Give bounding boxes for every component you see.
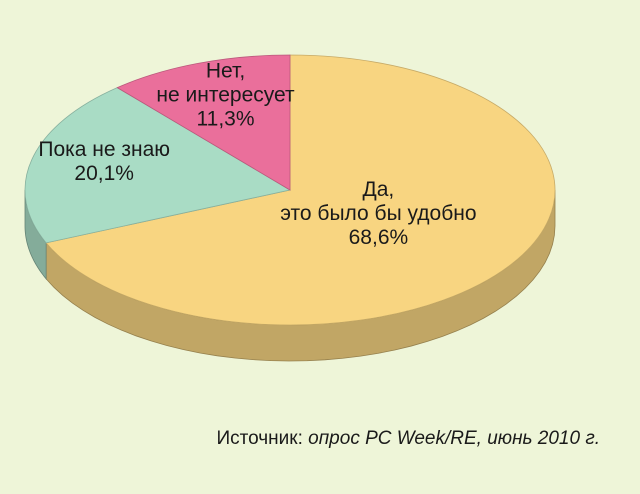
slice — [24, 87, 292, 244]
value-label: 11,3% — [197, 107, 255, 130]
slice-label: Пока не знаю — [38, 138, 170, 161]
label-line: это было бы удобно — [280, 202, 476, 225]
source-text: опрос PC Week/RE, июнь 2010 г. — [308, 428, 600, 449]
value-label: 68,6% — [349, 226, 409, 249]
source-label: Источник: — [216, 428, 302, 449]
label-line: Да, — [363, 178, 395, 201]
slice — [116, 54, 291, 191]
slice-label: Да, это было бы удобно — [280, 178, 476, 225]
slice-label: Нет, не интересует — [156, 59, 295, 106]
label-line: Нет, — [206, 59, 245, 82]
slice — [45, 54, 556, 326]
value-label: 20,1% — [74, 162, 134, 185]
label-line: не интересует — [156, 83, 295, 106]
label-line: Пока не знаю — [38, 138, 170, 161]
source: Источник: опрос PC Week/RE, июнь 2010 г. — [216, 428, 600, 449]
